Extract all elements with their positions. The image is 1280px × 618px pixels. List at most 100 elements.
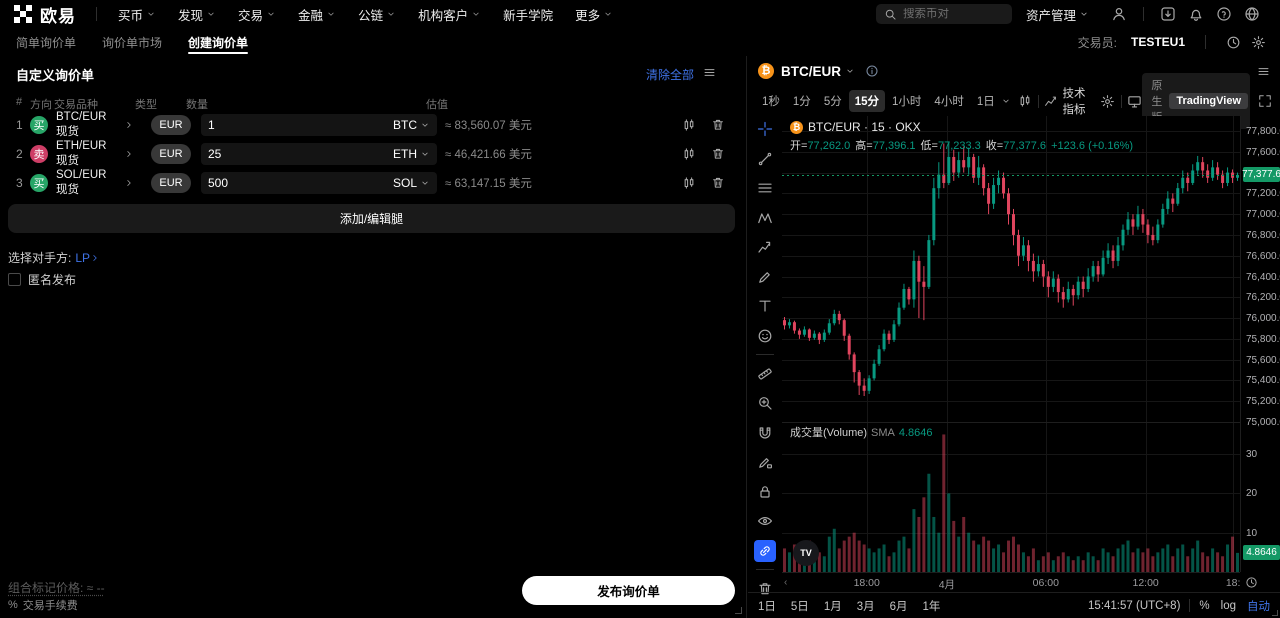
top-menu-新手学院[interactable]: 新手学院 [503,5,553,24]
range-6月[interactable]: 6月 [889,600,908,613]
download-icon[interactable] [1154,6,1182,22]
tab-询价单市场[interactable]: 询价单市场 [102,35,163,50]
counterparty-link[interactable]: LP [75,251,100,265]
timeframe-1小时[interactable]: 1小时 [892,96,922,108]
tradingview-version-button[interactable]: TradingView [1169,93,1248,109]
range-1月[interactable]: 1月 [823,600,842,613]
quantity-input[interactable] [208,146,338,161]
text-icon[interactable] [754,295,776,317]
currency-selector[interactable]: BTC [393,118,430,132]
chart-settings-gear-icon[interactable] [1100,94,1115,109]
quantity-input[interactable] [208,117,338,132]
timeframe-1日[interactable]: 1日 [976,96,995,108]
timezone-clock-icon[interactable] [1245,576,1258,589]
trend-line-icon[interactable] [754,148,776,170]
range-1年[interactable]: 1年 [922,600,941,613]
type-pill[interactable]: EUR [151,114,191,135]
chevron-down-icon[interactable] [1001,96,1011,106]
quantity-input-box[interactable]: BTC [201,113,437,136]
top-menu-买币[interactable]: 买币 [118,5,156,24]
candle-icon[interactable] [682,118,696,132]
pair-selector[interactable]: SOL/EUR 现货 [56,169,134,197]
timeframe-15分[interactable]: 15分 [848,90,886,112]
top-menu-更多[interactable]: 更多 [575,5,613,24]
trash-icon[interactable] [711,176,725,190]
crosshair-icon[interactable] [754,118,776,140]
magnet-icon[interactable] [754,422,776,444]
resize-handle[interactable] [735,607,742,614]
history-icon[interactable] [1226,35,1241,50]
range-5日[interactable]: 5日 [790,600,809,613]
indicators-button[interactable]: 技术指标 [1044,85,1091,117]
fullscreen-icon[interactable] [1258,94,1272,108]
search-box[interactable] [875,4,1012,24]
ruler-icon[interactable] [754,363,776,385]
brush-icon[interactable] [754,266,776,288]
list-icon[interactable] [703,66,716,79]
currency-selector[interactable]: ETH [393,147,430,161]
top-menu-公链[interactable]: 公链 [358,5,396,24]
horizontal-lines-icon[interactable] [754,177,776,199]
search-input[interactable] [902,8,993,20]
quantity-input-box[interactable]: ETH [201,142,437,165]
price-scale[interactable]: 77,800.077,600.077,400.077,200.077,000.0… [1240,116,1280,572]
resize-handle[interactable] [1272,610,1278,616]
range-1日[interactable]: 1日 [758,600,776,613]
quantity-input-box[interactable]: SOL [201,171,437,194]
symbol-name[interactable]: BTC/EUR [781,63,841,79]
help-icon[interactable] [1210,6,1238,22]
forecast-icon[interactable] [754,236,776,258]
globe-icon[interactable] [1238,6,1266,22]
user-icon[interactable] [1105,6,1133,22]
chevron-down-icon[interactable] [845,66,855,76]
time-axis[interactable]: ‹ 18:00 4月 06:00 12:00 18: [782,572,1240,592]
gear-icon[interactable] [1251,35,1266,50]
top-menu-金融[interactable]: 金融 [298,5,336,24]
candlestick-chart[interactable] [782,116,1240,572]
top-menu-交易[interactable]: 交易 [238,5,276,24]
okx-logo-icon[interactable] [14,5,32,23]
assets-menu[interactable]: 资产管理 [1026,5,1089,24]
scale-自动[interactable]: 自动 [1247,600,1270,613]
candle-style-icon[interactable] [1018,94,1032,108]
info-icon[interactable] [865,64,879,78]
bell-icon[interactable] [1182,6,1210,22]
top-menu-发现[interactable]: 发现 [178,5,216,24]
top-menu-机构客户[interactable]: 机构客户 [418,5,481,24]
clear-all-link[interactable]: 清除全部 [645,68,694,82]
tab-创建询价单[interactable]: 创建询价单 [188,28,249,56]
pair-selector[interactable]: BTC/EUR 现货 [56,111,134,139]
scale-%[interactable]: % [1199,599,1210,612]
add-edit-legs-button[interactable]: 添加/编辑腿 [8,204,735,233]
eye-icon[interactable] [754,510,776,532]
timeframe-5分[interactable]: 5分 [823,96,842,108]
timeframe-1分[interactable]: 1分 [792,96,811,108]
type-pill[interactable]: EUR [151,143,191,164]
type-pill[interactable]: EUR [151,172,191,193]
panel-menu-icon[interactable] [1257,65,1270,78]
currency-selector[interactable]: SOL [393,176,430,190]
chart-clock[interactable]: 15:41:57 (UTC+8) [1088,599,1181,612]
tab-简单询价单[interactable]: 简单询价单 [16,35,77,50]
trash-icon[interactable] [754,578,776,600]
range-3月[interactable]: 3月 [856,600,875,613]
lock-icon[interactable] [754,481,776,503]
link-icon[interactable] [753,539,776,562]
pair-selector[interactable]: ETH/EUR 现货 [56,140,134,168]
timeframe-1秒[interactable]: 1秒 [762,96,780,108]
quantity-input[interactable] [208,175,338,190]
anonymous-checkbox[interactable] [8,273,21,286]
pencil-lock-icon[interactable] [754,451,776,473]
candle-icon[interactable] [682,147,696,161]
emoji-icon[interactable] [754,325,776,347]
collapse-arrow-icon[interactable]: ‹ [784,577,788,588]
trash-icon[interactable] [711,118,725,132]
zoom-icon[interactable] [754,392,776,414]
candle-icon[interactable] [682,176,696,190]
trash-icon[interactable] [711,147,725,161]
publish-rfq-button[interactable]: 发布询价单 [522,576,735,605]
timeframe-4小时[interactable]: 4小时 [934,96,964,108]
scale-log[interactable]: log [1220,599,1236,612]
display-icon[interactable] [1127,94,1142,109]
xabcd-pattern-icon[interactable] [754,207,776,229]
